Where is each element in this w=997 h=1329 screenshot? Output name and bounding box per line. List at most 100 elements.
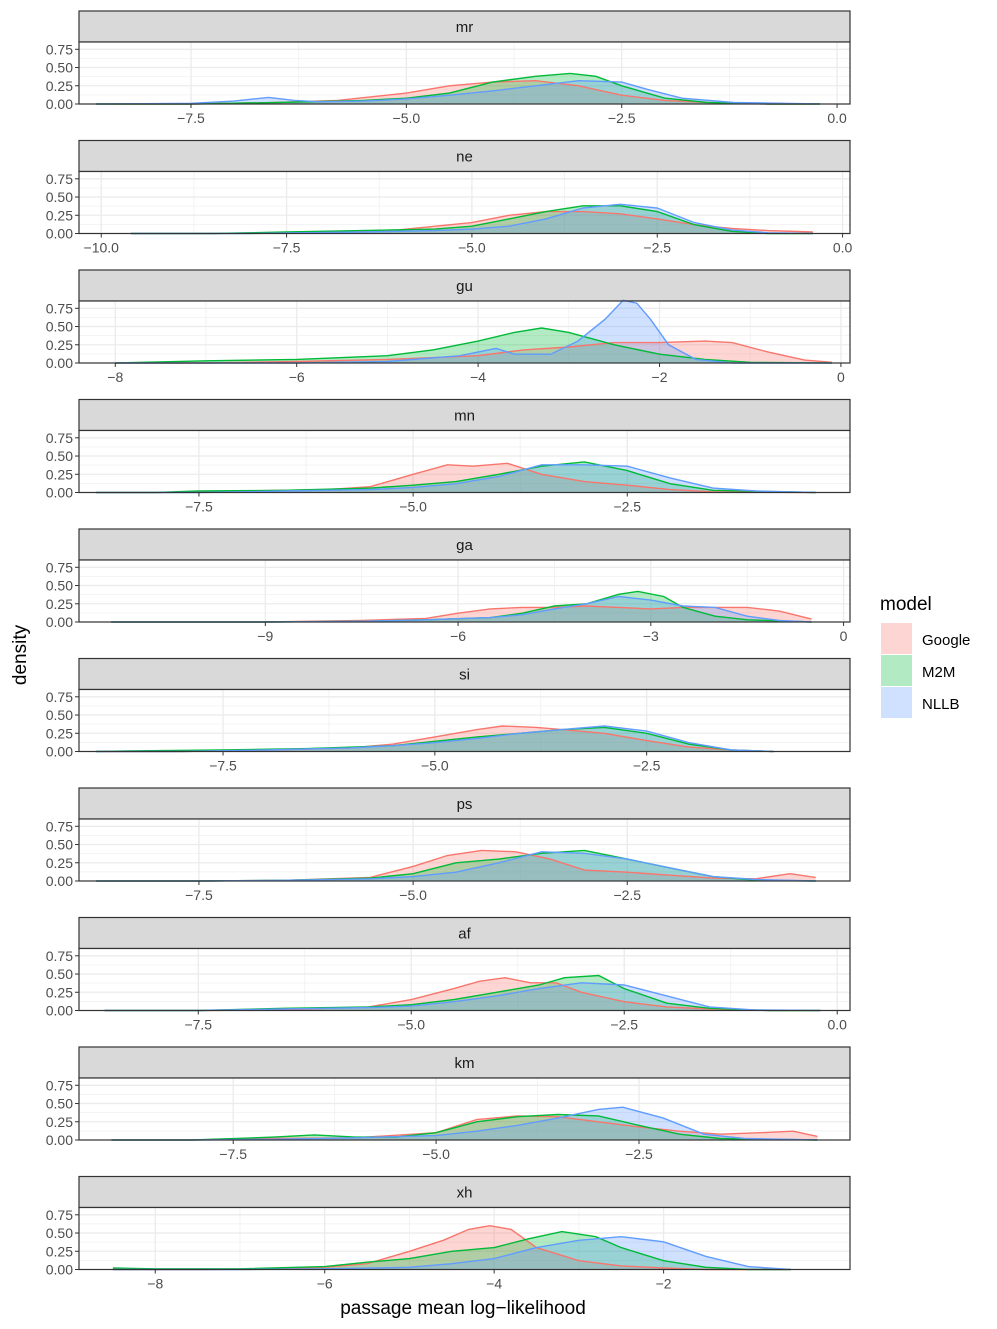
- y-tick-label: 0.75: [46, 818, 73, 834]
- x-tick-label: −5.0: [393, 110, 421, 126]
- density-area-m2m: [104, 975, 821, 1011]
- density-line-nllb: [112, 1235, 791, 1271]
- x-tick-label: −10.0: [84, 240, 120, 256]
- density-area-nllb: [96, 851, 816, 881]
- density-area-nllb: [111, 1107, 818, 1140]
- legend-key-nllb: [881, 687, 912, 718]
- x-axis-title: passage mean log−likelihood: [340, 1298, 586, 1319]
- density-area-m2m: [96, 461, 816, 493]
- panel-border: [78, 947, 851, 1012]
- y-tick-label: 0.00: [46, 96, 73, 112]
- panel-label: xh: [457, 1185, 473, 1202]
- panel-label: ps: [457, 796, 473, 813]
- density-area-google: [112, 1225, 791, 1270]
- y-tick-label: 0.75: [46, 1077, 73, 1093]
- y-tick-label: 0.50: [46, 837, 73, 853]
- density-line-google: [112, 1224, 791, 1271]
- panel-strip: [78, 1175, 851, 1209]
- y-tick-label: 0.25: [46, 596, 73, 612]
- x-tick-label: −2.5: [643, 240, 671, 256]
- density-area-google: [111, 1115, 818, 1140]
- density-area-m2m: [96, 73, 820, 104]
- density-area-nllb: [115, 300, 832, 363]
- panel-strip: [78, 269, 851, 302]
- x-tick-label: −2.5: [608, 110, 636, 126]
- y-tick-label: 0.75: [46, 559, 73, 575]
- y-tick-label: 0.25: [46, 855, 73, 871]
- chart-panels: mr0.000.250.500.75−7.5 −5.0 −2.5 0.0ne0.000…: [46, 10, 853, 1292]
- x-tick-label: −2.5: [613, 499, 641, 515]
- panel-strip: [78, 10, 851, 43]
- x-tick-label: −6: [450, 628, 466, 644]
- x-tick-label: −7.5: [184, 1017, 212, 1033]
- density-line-m2m: [115, 327, 832, 364]
- density-line-nllb: [95, 725, 774, 753]
- panel-label: mn: [454, 408, 475, 425]
- panel-border: [78, 1206, 851, 1271]
- x-tick-label: −6: [289, 369, 305, 385]
- density-area-m2m: [130, 205, 813, 234]
- density-line-m2m: [130, 205, 813, 235]
- legend-label-google: Google: [922, 632, 970, 649]
- density-area-nllb: [112, 1236, 791, 1270]
- x-tick-label: −2: [652, 369, 668, 385]
- legend-title: model: [880, 594, 932, 615]
- x-tick-label: −2.5: [633, 758, 661, 774]
- panel-strip: [78, 398, 851, 432]
- y-tick-label: 0.00: [46, 873, 73, 889]
- x-tick-label: −4: [470, 369, 486, 385]
- density-area-google: [95, 726, 774, 752]
- plot-background: [79, 689, 850, 752]
- panel-border: [78, 818, 851, 882]
- density-line-m2m: [96, 461, 816, 494]
- panel-border: [78, 41, 851, 105]
- y-tick-label: 0.50: [46, 707, 73, 723]
- y-tick-label: 0.50: [46, 319, 73, 335]
- panel-gu: gu 0.00 0.25 0.50 0.75 −8 −6 −4 −2 0: [46, 269, 851, 385]
- y-tick-label: 0.50: [46, 189, 73, 205]
- x-tick-label: −2.5: [610, 1017, 638, 1033]
- y-tick-label: 0.25: [46, 1243, 73, 1259]
- y-tick-label: 0.00: [46, 485, 73, 501]
- density-area-nllb: [95, 726, 774, 752]
- panel-ne: ne 0.00 0.25 0.50 0.75 −10.0 −7.5 −5.0 −2.5 0.0: [46, 139, 853, 256]
- y-axis-title: density: [10, 624, 31, 685]
- panel-label: mr: [456, 19, 474, 36]
- legend-key-google: [881, 623, 912, 654]
- x-tick-label: −5.0: [421, 758, 449, 774]
- density-area-google: [111, 606, 812, 622]
- x-tick-label: −2.5: [613, 887, 641, 903]
- y-tick-label: 0.50: [46, 60, 73, 76]
- panel-label: km: [455, 1055, 475, 1072]
- x-tick-label: −8: [107, 369, 123, 385]
- density-line-google: [115, 340, 832, 364]
- y-tick-label: 0.50: [46, 1096, 73, 1112]
- density-line-nllb: [96, 464, 816, 494]
- x-tick-label: 0: [840, 628, 848, 644]
- legend-key-m2m: [881, 655, 912, 686]
- panel-strip: [78, 139, 851, 173]
- y-tick-label: 0.75: [46, 430, 73, 446]
- y-tick-label: 0.25: [46, 1114, 73, 1130]
- x-tick-label: −6: [317, 1276, 333, 1292]
- x-tick-label: 0.0: [827, 110, 847, 126]
- x-tick-label: −5.0: [399, 499, 427, 515]
- y-tick-label: 0.75: [46, 171, 73, 187]
- x-tick-label: −5.0: [458, 240, 486, 256]
- legend-label-nllb: NLLB: [922, 696, 960, 713]
- density-line-m2m: [96, 72, 820, 105]
- x-tick-label: −2: [656, 1276, 672, 1292]
- plot-background: [79, 301, 850, 363]
- panel-label: af: [458, 926, 471, 943]
- panel-label: si: [459, 667, 470, 684]
- panel-border: [78, 300, 851, 364]
- x-tick-label: −7.5: [209, 758, 237, 774]
- x-tick-label: −7.5: [177, 110, 205, 126]
- y-tick-label: 0.25: [46, 466, 73, 482]
- density-area-nllb: [130, 204, 813, 234]
- y-tick-label: 0.00: [46, 226, 73, 242]
- y-tick-label: 0.25: [46, 78, 73, 94]
- y-tick-label: 0.00: [46, 355, 73, 371]
- plot-background: [79, 1078, 850, 1140]
